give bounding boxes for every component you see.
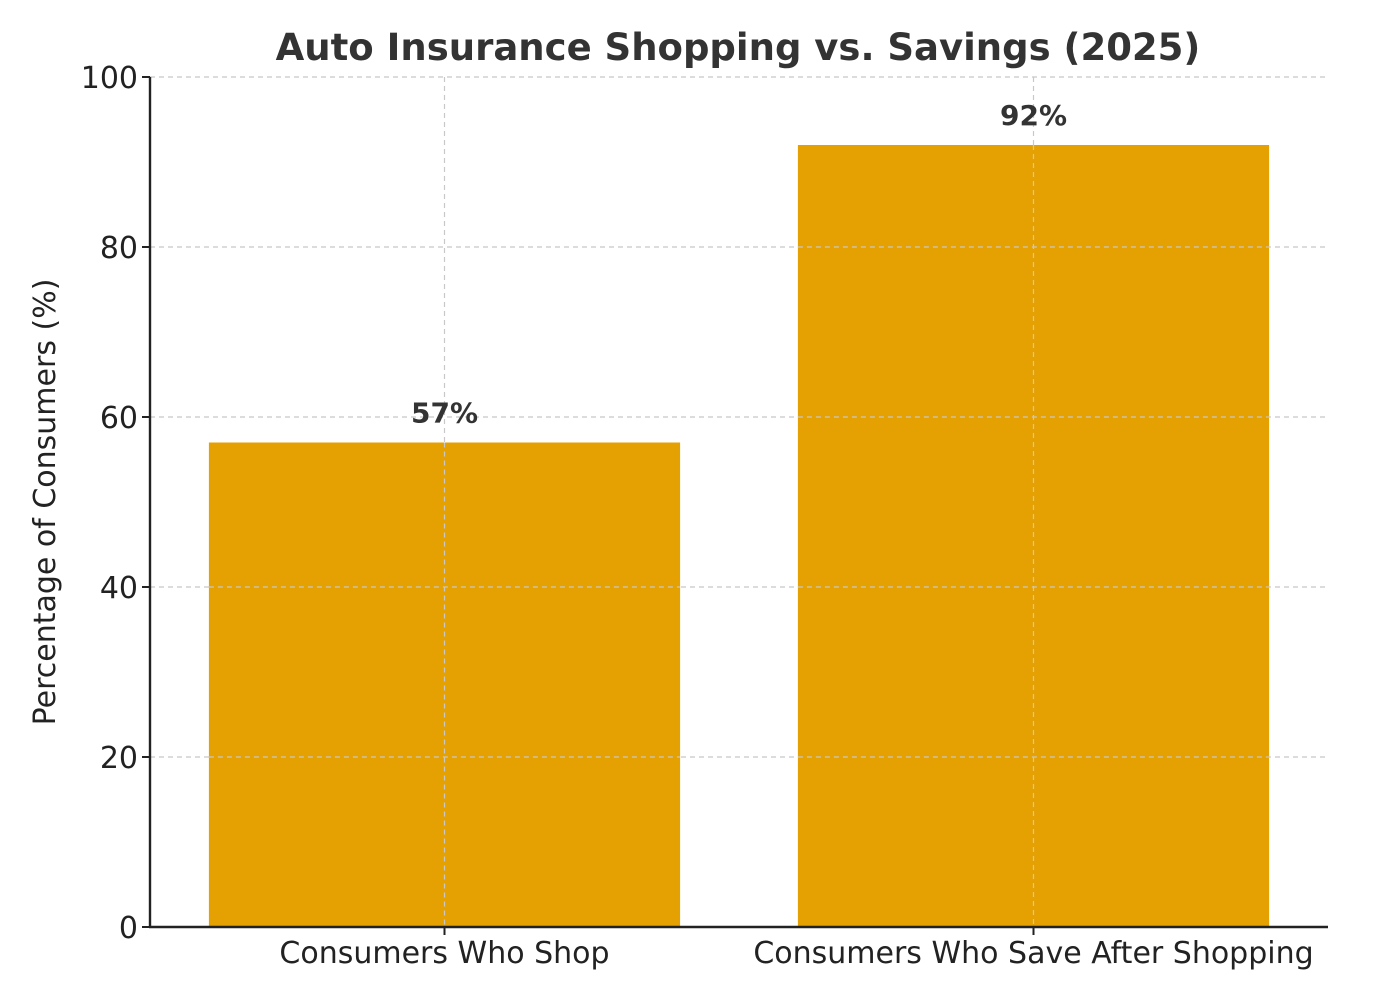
y-axis-label: Percentage of Consumers (%) (28, 279, 63, 726)
bar-value-label: 57% (411, 397, 478, 430)
y-tick-label: 60 (100, 401, 138, 436)
y-tick-label: 20 (100, 741, 138, 776)
x-tick-label: Consumers Who Shop (279, 936, 609, 971)
y-tick-label: 0 (119, 911, 138, 946)
y-tick-label: 40 (100, 571, 138, 606)
y-tick-label: 100 (81, 61, 138, 96)
bar-value-label: 92% (1000, 99, 1067, 132)
chart-title: Auto Insurance Shopping vs. Savings (202… (276, 26, 1201, 69)
bar (208, 442, 681, 927)
x-tick-label: Consumers Who Save After Shopping (753, 936, 1313, 971)
bars-layer (208, 145, 1270, 927)
y-tick-label: 80 (100, 231, 138, 266)
axes-layer (142, 76, 1328, 935)
labels-layer: 0 20 40 60 80 100 57% 92% Consumers Who Shop Cons… (81, 61, 1314, 971)
